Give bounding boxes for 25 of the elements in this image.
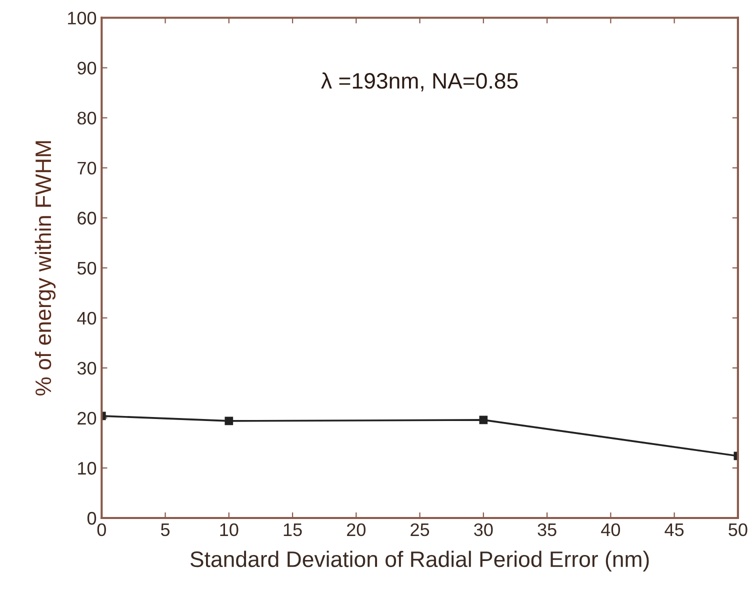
y-tick-label: 100 <box>68 12 96 24</box>
y-tick-label: 10 <box>78 462 96 475</box>
x-axis-title: Standard Deviation of Radial Period Error (nm) <box>190 550 649 572</box>
x-tick-label: 10 <box>220 523 238 536</box>
y-tick-label: 0 <box>87 512 96 525</box>
y-axis-title: % of energy within FWHM <box>34 141 56 396</box>
y-tick-label: 60 <box>78 212 96 225</box>
x-tick-label: 5 <box>160 524 170 536</box>
x-tick-label: 0 <box>97 523 106 536</box>
y-tick-label: 50 <box>77 262 96 275</box>
x-tick-label: 45 <box>664 524 684 536</box>
y-tick-label: 70 <box>78 162 96 175</box>
x-tick-label: 30 <box>474 523 493 536</box>
x-tick-label: 25 <box>410 523 430 536</box>
y-tick-label: 20 <box>78 412 96 425</box>
x-tick-label: 40 <box>601 523 620 536</box>
y-tick-label: 90 <box>78 62 96 75</box>
x-tick-label: 15 <box>284 524 302 536</box>
y-tick-label: 30 <box>77 362 96 375</box>
annotation: λ =193nm, NA=0.85 <box>321 72 518 92</box>
x-tick-label: 50 <box>728 523 748 536</box>
y-tick-label: 80 <box>77 112 96 125</box>
y-tick-label: 40 <box>77 312 96 325</box>
x-tick-label: 35 <box>538 523 556 536</box>
x-tick-label: 20 <box>347 523 366 536</box>
